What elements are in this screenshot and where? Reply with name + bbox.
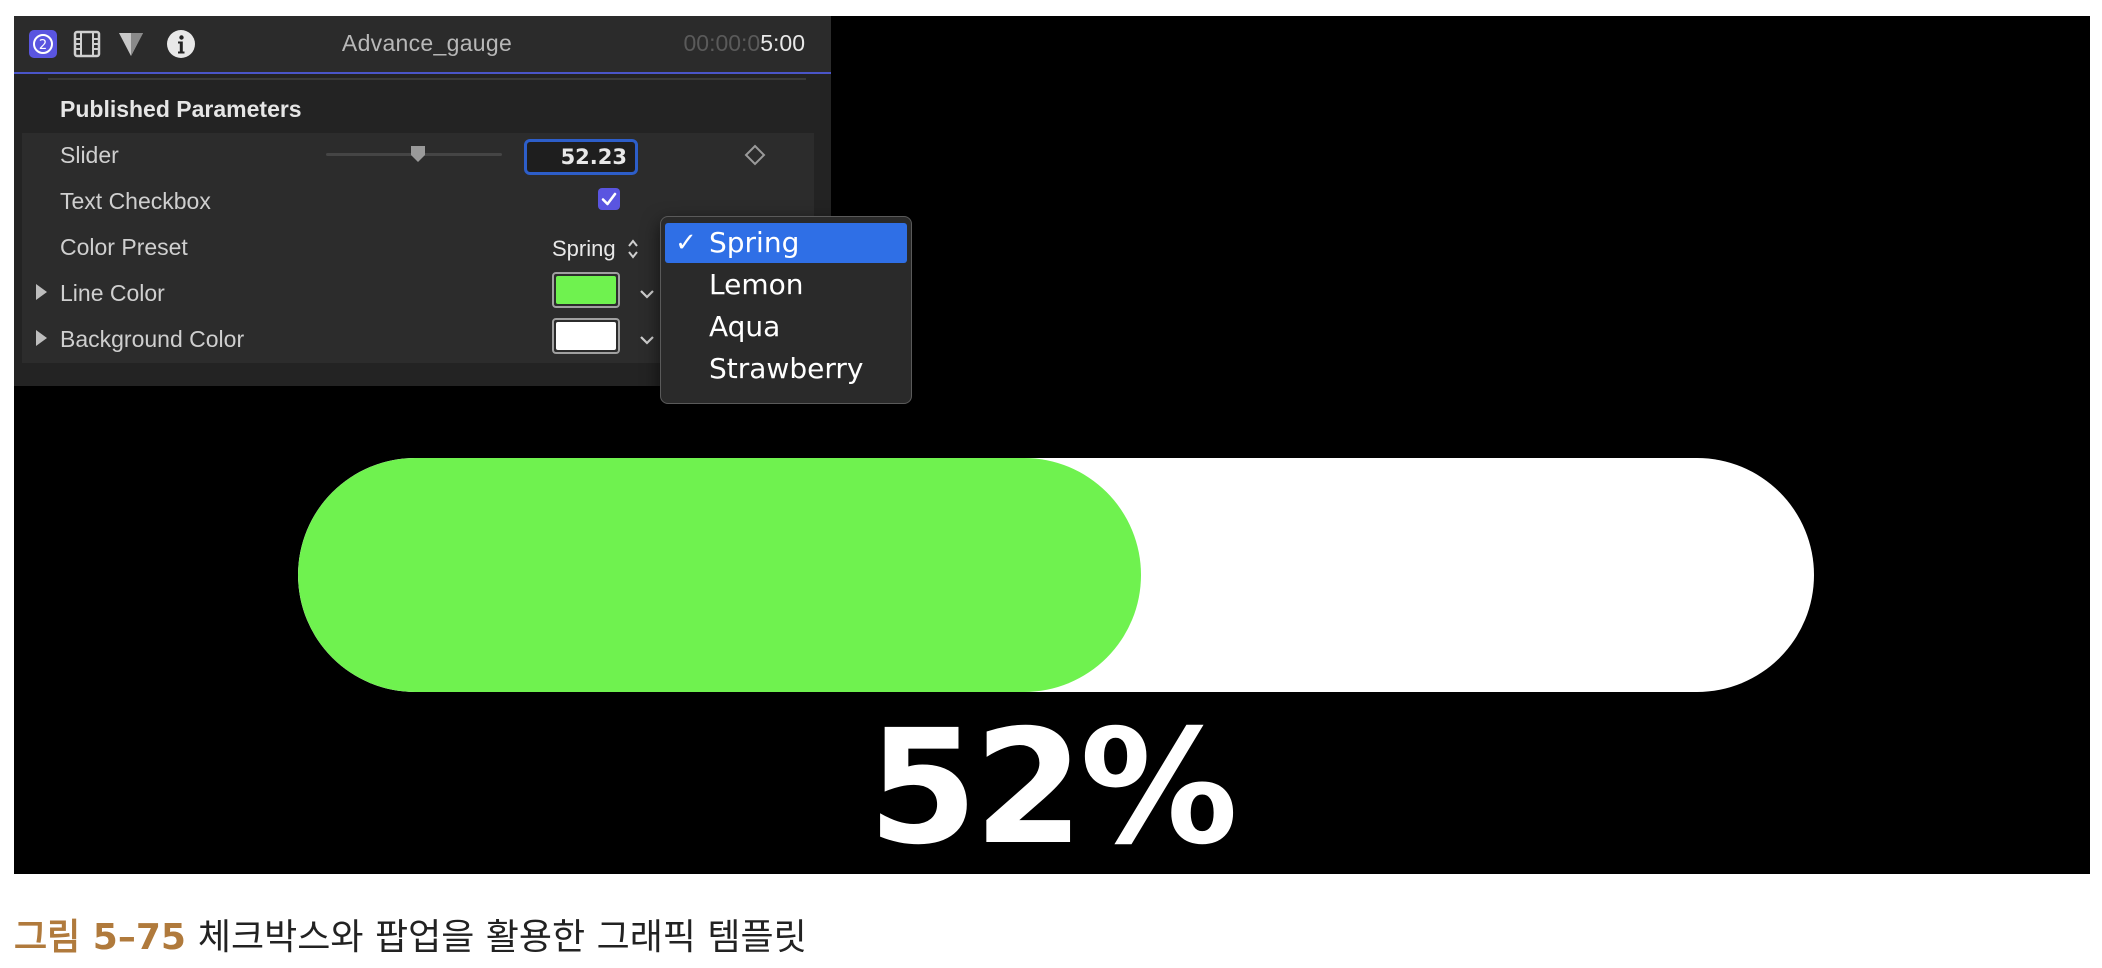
inspector-title: Advance_gauge <box>341 30 513 56</box>
line-color-label: Line Color <box>60 280 165 306</box>
checkmark-icon <box>601 192 617 206</box>
background-color-swatch[interactable] <box>552 318 620 354</box>
menu-item-strawberry[interactable]: Strawberry <box>665 349 907 389</box>
text-checkbox-label: Text Checkbox <box>60 188 211 214</box>
checkmark-icon: ✓ <box>675 228 697 258</box>
timecode-display: 00:00:05:00 <box>683 30 805 57</box>
menu-item-label: Spring <box>709 226 800 259</box>
menu-item-label: Lemon <box>709 268 804 301</box>
info-icon[interactable] <box>166 29 196 59</box>
menu-item-label: Aqua <box>709 310 781 343</box>
inspector-panel: 2 Advance_gauge 00:00:05:00 Published Pa… <box>14 16 831 386</box>
inspector-header: 2 Advance_gauge 00:00:05:00 <box>14 16 831 74</box>
slider-handle[interactable] <box>409 145 427 163</box>
chevron-down-icon[interactable] <box>638 334 656 346</box>
slider-value-field[interactable]: 52.23 <box>524 139 638 175</box>
menu-item-lemon[interactable]: Lemon <box>665 265 907 305</box>
figure-caption: 그림 5–75 체크박스와 팝업을 활용한 그래픽 템플릿 <box>14 908 807 960</box>
menu-item-aqua[interactable]: Aqua <box>665 307 907 347</box>
rig-badge-icon[interactable]: 2 <box>28 29 58 59</box>
background-color-disclosure-icon[interactable] <box>36 330 47 346</box>
color-preset-label: Color Preset <box>60 234 188 260</box>
timecode-value: 5:00 <box>760 30 805 56</box>
gauge-percent-text: 52% <box>867 696 1238 874</box>
chevron-down-icon[interactable] <box>638 288 656 300</box>
color-preset-menu: ✓ Spring Lemon Aqua Strawberry <box>660 216 912 404</box>
text-checkbox[interactable] <box>598 188 620 210</box>
menu-item-spring[interactable]: ✓ Spring <box>665 223 907 263</box>
section-title: Published Parameters <box>60 96 302 122</box>
timecode-leading: 00:00:0 <box>683 30 761 56</box>
up-down-arrows-icon[interactable] <box>626 238 640 260</box>
caption-text: 체크박스와 팝업을 활용한 그래픽 템플릿 <box>197 917 807 958</box>
menu-item-label: Strawberry <box>709 352 864 385</box>
line-color-disclosure-icon[interactable] <box>36 284 47 300</box>
svg-text:2: 2 <box>39 38 47 53</box>
background-color-fill <box>556 322 616 350</box>
film-icon[interactable] <box>72 29 102 59</box>
figure-number: 그림 5–75 <box>14 917 186 958</box>
filter-icon[interactable] <box>116 29 146 59</box>
gauge-fill <box>298 458 1141 692</box>
motion-canvas: 2 Advance_gauge 00:00:05:00 Published Pa… <box>14 16 2090 874</box>
gauge-track <box>298 458 1814 692</box>
line-color-fill <box>556 276 616 304</box>
slider-label: Slider <box>60 142 119 168</box>
keyframe-diamond-icon[interactable] <box>744 144 766 166</box>
color-preset-popup[interactable]: Spring <box>552 236 616 261</box>
line-color-swatch[interactable] <box>552 272 620 308</box>
background-color-label: Background Color <box>60 326 245 352</box>
header-divider <box>48 78 806 80</box>
